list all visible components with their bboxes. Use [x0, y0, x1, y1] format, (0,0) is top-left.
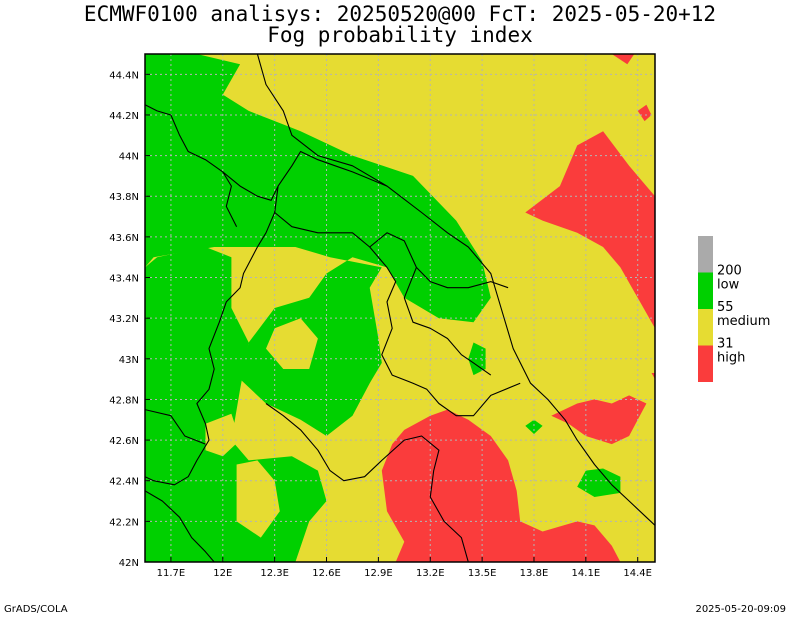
- x-tick-label-7: 13.8E: [520, 568, 549, 579]
- boundary-line-1: [145, 490, 215, 562]
- x-tick-label-9: 14.4E: [623, 568, 652, 579]
- legend-swatch-red: [698, 345, 713, 382]
- red-region-4: [551, 395, 647, 445]
- legend-swatch-green: [698, 272, 713, 309]
- y-tick-label-7: 43.4N: [109, 274, 139, 285]
- region-boundaries: [145, 54, 655, 562]
- y-tick-label-12: 44.4N: [109, 70, 139, 81]
- x-tick-label-3: 12.6E: [312, 568, 341, 579]
- x-tick-label-1: 12E: [213, 568, 232, 579]
- green-region-1: [145, 247, 327, 562]
- boundary-line-5: [369, 232, 509, 289]
- legend-swatch-grey: [698, 236, 713, 273]
- x-tick-label-4: 12.9E: [364, 568, 393, 579]
- green-region-4: [577, 468, 621, 497]
- map-frame: [144, 53, 656, 563]
- axis-ticks: 11.7E 12E 12.3E 12.6E 12.9E 13.2E 13.5E 13.8E 14…: [109, 70, 652, 579]
- x-tick-label-8: 14.1E: [572, 568, 601, 579]
- legend-name-3: high: [717, 351, 745, 366]
- red-region-3: [651, 373, 655, 380]
- boundary-line-6: [403, 267, 492, 376]
- title-line-2: Fog probability index: [267, 23, 533, 47]
- red-region-2: [637, 104, 652, 122]
- x-tick-label-0: 11.7E: [157, 568, 186, 579]
- probability-fill-layer: [145, 54, 655, 562]
- boundary-line-9: [145, 409, 206, 445]
- x-tick-label-6: 13.5E: [468, 568, 497, 579]
- green-region-0: [145, 54, 491, 436]
- yellow-region-2: [266, 318, 318, 369]
- legend-name-2: medium: [717, 314, 770, 329]
- legend-threshold-1: 200: [717, 264, 742, 279]
- legend-threshold-2: 55: [717, 300, 734, 315]
- boundary-line-2: [145, 104, 388, 201]
- y-tick-label-6: 43.2N: [109, 314, 139, 325]
- y-tick-label-11: 44.2N: [109, 111, 139, 122]
- x-tick-label-5: 13.2E: [416, 568, 445, 579]
- footer-timestamp: 2025-05-20-09:09: [695, 604, 786, 615]
- green-region-3: [525, 419, 543, 434]
- red-region-0: [525, 131, 655, 329]
- title-line-1: ECMWF0100 analisys: 20250520@00 FcT: 202…: [83, 2, 717, 26]
- y-tick-label-5: 43N: [119, 355, 139, 366]
- boundary-line-7: [265, 403, 469, 562]
- yellow-region-1: [236, 460, 280, 538]
- boundary-line-8: [222, 171, 238, 227]
- red-region-1: [611, 54, 635, 65]
- y-tick-label-1: 42.2N: [109, 517, 139, 528]
- footer-software-label: GrADS/COLA: [4, 604, 68, 615]
- legend-threshold-3: 31: [717, 337, 734, 352]
- x-tick-label-2: 12.3E: [260, 568, 289, 579]
- y-tick-label-9: 43.8N: [109, 192, 139, 203]
- legend-swatch-yellow: [698, 309, 713, 346]
- legend-name-1: low: [717, 278, 740, 293]
- y-tick-label-3: 42.6N: [109, 436, 139, 447]
- boundary-line-3: [145, 186, 279, 486]
- grid-lines: [145, 54, 655, 562]
- red-region-5: [381, 409, 621, 562]
- y-tick-label-8: 43.6N: [109, 233, 139, 244]
- y-tick-label-10: 44N: [119, 152, 139, 163]
- y-tick-label-0: 42N: [119, 558, 139, 569]
- y-tick-label-2: 42.4N: [109, 477, 139, 488]
- y-tick-label-4: 42.8N: [109, 395, 139, 406]
- boundary-line-4: [274, 212, 521, 417]
- boundary-line-0: [256, 54, 655, 526]
